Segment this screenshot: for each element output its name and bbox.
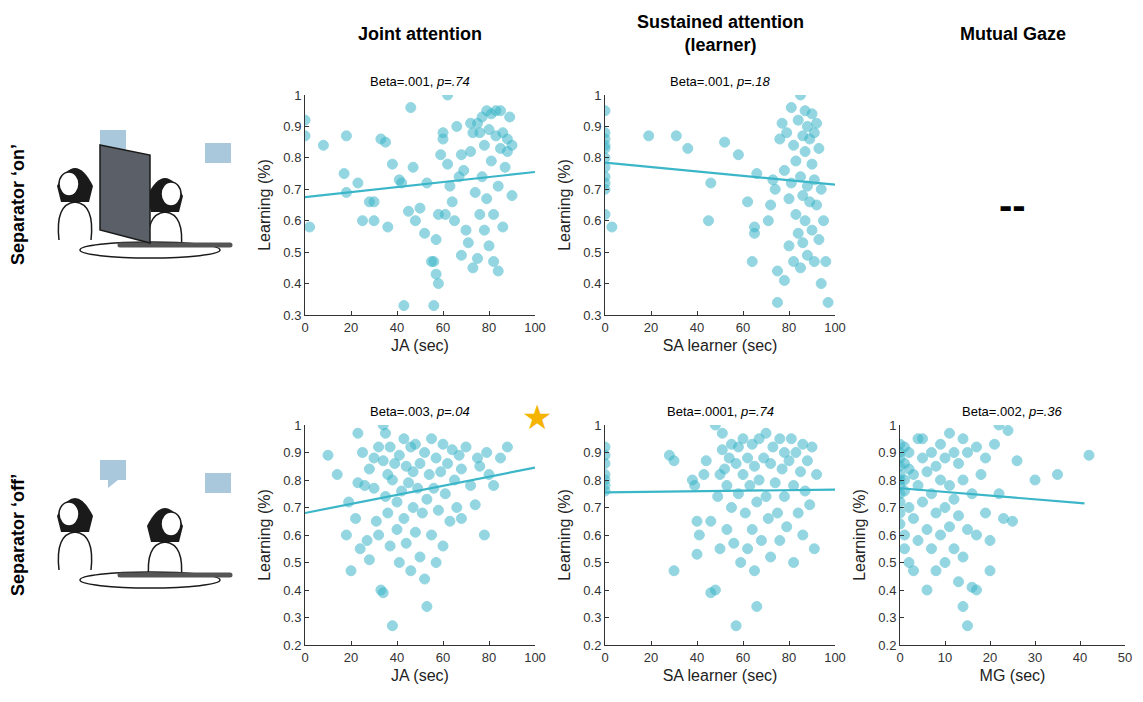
- svg-text:Beta=.003, p=.04: Beta=.003, p=.04: [370, 404, 470, 419]
- svg-text:0.7: 0.7: [583, 182, 601, 197]
- svg-text:100: 100: [824, 320, 846, 335]
- svg-text:0.5: 0.5: [583, 245, 601, 260]
- svg-text:Joint attention: Joint attention: [358, 24, 482, 44]
- svg-text:80: 80: [482, 320, 496, 335]
- svg-text:0.4: 0.4: [583, 276, 601, 291]
- svg-text:0.3: 0.3: [878, 610, 896, 625]
- svg-text:0.9: 0.9: [283, 119, 301, 134]
- svg-text:0.2: 0.2: [283, 638, 301, 653]
- svg-text:60: 60: [736, 320, 750, 335]
- svg-text:20: 20: [983, 650, 997, 665]
- svg-text:0.9: 0.9: [583, 445, 601, 460]
- svg-text:80: 80: [782, 320, 796, 335]
- svg-text:0.9: 0.9: [283, 445, 301, 460]
- svg-text:0.8: 0.8: [878, 473, 896, 488]
- svg-text:0: 0: [301, 320, 308, 335]
- svg-text:JA (sec): JA (sec): [391, 337, 449, 354]
- svg-text:0.3: 0.3: [283, 308, 301, 323]
- svg-text:0.4: 0.4: [583, 583, 601, 598]
- svg-text:40: 40: [1073, 650, 1087, 665]
- svg-text:0.7: 0.7: [583, 500, 601, 515]
- svg-text:0.8: 0.8: [283, 150, 301, 165]
- svg-text:★: ★: [522, 397, 552, 437]
- svg-text:60: 60: [436, 320, 450, 335]
- svg-text:SA learner (sec): SA learner (sec): [663, 337, 778, 354]
- svg-text:0.5: 0.5: [583, 555, 601, 570]
- svg-text:Learning (%): Learning (%): [556, 159, 573, 251]
- svg-text:40: 40: [390, 650, 404, 665]
- svg-text:80: 80: [782, 650, 796, 665]
- svg-text:100: 100: [824, 650, 846, 665]
- svg-text:80: 80: [482, 650, 496, 665]
- svg-text:1: 1: [294, 418, 301, 433]
- svg-text:40: 40: [690, 320, 704, 335]
- svg-text:Learning (%): Learning (%): [556, 489, 573, 581]
- svg-text:0.5: 0.5: [878, 555, 896, 570]
- svg-text:Beta=.002, p=.36: Beta=.002, p=.36: [962, 404, 1063, 419]
- svg-text:MG (sec): MG (sec): [980, 667, 1046, 684]
- svg-text:Beta=.001, p=.18: Beta=.001, p=.18: [670, 74, 771, 89]
- svg-text:Sustained attention(learner): Sustained attention(learner): [637, 12, 804, 55]
- svg-text:100: 100: [524, 320, 546, 335]
- svg-text:1: 1: [594, 418, 601, 433]
- svg-text:0: 0: [601, 650, 608, 665]
- svg-text:60: 60: [436, 650, 450, 665]
- svg-text:0: 0: [896, 650, 903, 665]
- svg-text:Learning (%): Learning (%): [851, 489, 868, 581]
- svg-text:Mutual Gaze: Mutual Gaze: [960, 24, 1066, 44]
- svg-text:50: 50: [1118, 650, 1132, 665]
- svg-text:Beta=.0001, p=.74: Beta=.0001, p=.74: [667, 404, 774, 419]
- svg-text:Separator ‘off’: Separator ‘off’: [8, 474, 28, 596]
- svg-text:20: 20: [344, 320, 358, 335]
- svg-text:0.4: 0.4: [283, 276, 301, 291]
- svg-text:0.8: 0.8: [583, 150, 601, 165]
- svg-text:Learning (%): Learning (%): [256, 159, 273, 251]
- svg-text:0.3: 0.3: [583, 610, 601, 625]
- svg-text:Beta=.001, p=.74: Beta=.001, p=.74: [370, 74, 470, 89]
- svg-text:0.2: 0.2: [583, 638, 601, 653]
- svg-text:0.6: 0.6: [583, 528, 601, 543]
- svg-text:20: 20: [344, 650, 358, 665]
- svg-text:0.4: 0.4: [878, 583, 896, 598]
- svg-text:0.7: 0.7: [878, 500, 896, 515]
- svg-text:0: 0: [301, 650, 308, 665]
- svg-text:JA (sec): JA (sec): [391, 667, 449, 684]
- svg-text:100: 100: [524, 650, 546, 665]
- svg-text:0.6: 0.6: [283, 528, 301, 543]
- svg-text:0.7: 0.7: [283, 500, 301, 515]
- svg-text:0.9: 0.9: [583, 119, 601, 134]
- svg-text:0.3: 0.3: [583, 308, 601, 323]
- svg-text:0.6: 0.6: [283, 213, 301, 228]
- svg-text:20: 20: [644, 650, 658, 665]
- svg-text:--: --: [999, 183, 1026, 227]
- svg-text:0: 0: [601, 320, 608, 335]
- svg-text:60: 60: [736, 650, 750, 665]
- svg-text:SA learner (sec): SA learner (sec): [663, 667, 778, 684]
- svg-text:20: 20: [644, 320, 658, 335]
- svg-text:1: 1: [594, 88, 601, 103]
- svg-text:0.9: 0.9: [878, 445, 896, 460]
- svg-text:40: 40: [690, 650, 704, 665]
- svg-text:0.8: 0.8: [283, 473, 301, 488]
- svg-text:0.4: 0.4: [283, 583, 301, 598]
- svg-text:0.5: 0.5: [283, 245, 301, 260]
- svg-text:Separator ‘on’: Separator ‘on’: [8, 144, 28, 265]
- svg-text:1: 1: [889, 418, 896, 433]
- svg-text:0.5: 0.5: [283, 555, 301, 570]
- svg-text:0.6: 0.6: [878, 528, 896, 543]
- svg-text:0.7: 0.7: [283, 182, 301, 197]
- svg-text:30: 30: [1028, 650, 1042, 665]
- svg-text:1: 1: [294, 88, 301, 103]
- svg-text:0.6: 0.6: [583, 213, 601, 228]
- svg-text:0.3: 0.3: [283, 610, 301, 625]
- svg-text:Learning (%): Learning (%): [256, 489, 273, 581]
- svg-text:40: 40: [390, 320, 404, 335]
- svg-text:0.2: 0.2: [878, 638, 896, 653]
- svg-text:10: 10: [938, 650, 952, 665]
- svg-text:0.8: 0.8: [583, 473, 601, 488]
